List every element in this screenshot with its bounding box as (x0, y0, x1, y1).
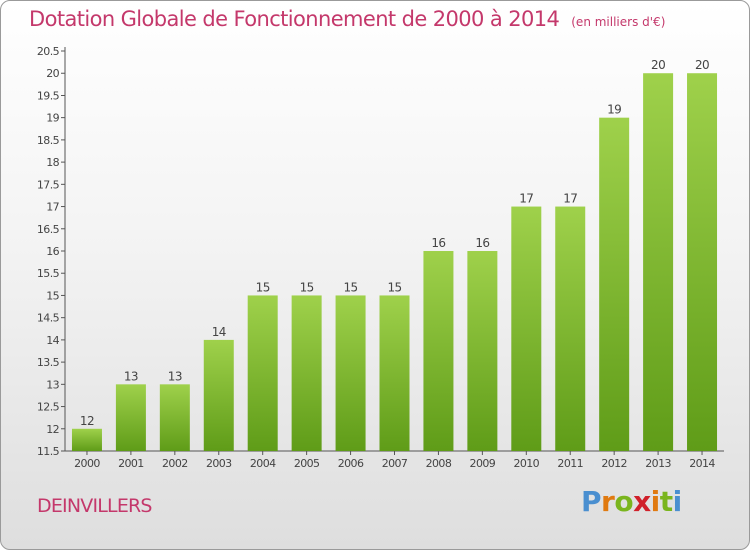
y-tick-label: 19.5 (37, 89, 60, 102)
x-tick-label: 2002 (162, 457, 188, 470)
y-tick-label: 15.5 (37, 267, 60, 280)
bar-value-label: 13 (168, 369, 182, 383)
chart-title-text: Dotation Globale de Fonctionnement de 20… (29, 7, 560, 31)
logo-letter: o (614, 485, 634, 518)
x-tick-label: 2006 (338, 457, 364, 470)
x-tick-label: 2012 (601, 457, 627, 470)
x-tick-label: 2004 (250, 457, 276, 470)
bar (555, 206, 586, 451)
x-tick-label: 2014 (689, 457, 715, 470)
y-tick-label: 12.5 (37, 401, 60, 414)
y-tick-label: 13.5 (37, 356, 60, 369)
bar (335, 295, 366, 451)
y-tick-label: 19 (46, 112, 59, 125)
y-tick-label: 18 (46, 156, 59, 169)
y-tick-label: 15 (46, 289, 59, 302)
bar (511, 206, 542, 451)
y-tick-label: 13 (46, 378, 59, 391)
y-tick-label: 20.5 (37, 45, 60, 58)
y-tick-label: 20 (46, 67, 59, 80)
logo-letter: i (672, 485, 683, 518)
y-tick-label: 17.5 (37, 178, 60, 191)
commune-name: DEINVILLERS (37, 495, 153, 517)
bar-value-label: 17 (519, 192, 533, 206)
x-tick-label: 2001 (118, 457, 144, 470)
y-tick-label: 14 (46, 334, 59, 347)
bar (115, 384, 146, 451)
bar-value-label: 12 (80, 414, 94, 428)
y-tick-label: 16.5 (37, 223, 60, 236)
x-tick-label: 2013 (645, 457, 671, 470)
bar (423, 251, 454, 451)
bar-value-label: 13 (124, 369, 138, 383)
bar-value-label: 15 (387, 280, 401, 294)
bar-value-label: 15 (344, 280, 358, 294)
bar-value-label: 20 (651, 58, 665, 72)
logo-letter: r (601, 485, 615, 518)
y-tick-label: 14.5 (37, 312, 60, 325)
bar-value-label: 17 (563, 192, 577, 206)
logo-letter: x (633, 485, 651, 518)
x-tick-label: 2009 (470, 457, 496, 470)
x-tick-label: 2005 (294, 457, 320, 470)
chart-subtitle: (en milliers d'€) (571, 15, 666, 29)
bar (291, 295, 322, 451)
bar-value-label: 15 (300, 280, 314, 294)
bar-value-label: 16 (431, 236, 445, 250)
x-tick-label: 2000 (74, 457, 100, 470)
bar (203, 339, 234, 451)
bar (467, 251, 498, 451)
bar-value-label: 14 (212, 325, 226, 339)
chart-title: Dotation Globale de Fonctionnement de 20… (29, 7, 665, 31)
logo-letter: i (650, 485, 661, 518)
bar (71, 428, 102, 451)
bar-value-label: 19 (607, 103, 621, 117)
bar (599, 117, 630, 452)
y-tick-label: 11.5 (37, 445, 60, 458)
bar-value-label: 20 (695, 58, 709, 72)
proxiti-logo: Proxiti (581, 485, 682, 518)
y-tick-label: 17 (46, 201, 59, 214)
x-tick-label: 2008 (426, 457, 452, 470)
x-tick-label: 2003 (206, 457, 232, 470)
x-tick-label: 2011 (557, 457, 583, 470)
bar (247, 295, 278, 451)
y-tick-label: 16 (46, 245, 59, 258)
x-tick-label: 2010 (513, 457, 539, 470)
bar (687, 73, 718, 451)
y-tick-label: 18.5 (37, 134, 60, 147)
bar-value-label: 16 (475, 236, 489, 250)
bar (643, 73, 674, 451)
logo-letter: P (581, 485, 602, 518)
y-tick-label: 12 (46, 423, 59, 436)
bar-value-label: 15 (256, 280, 270, 294)
bar (379, 295, 410, 451)
bar (159, 384, 190, 451)
logo-letter: t (659, 485, 673, 518)
x-tick-label: 2007 (382, 457, 408, 470)
